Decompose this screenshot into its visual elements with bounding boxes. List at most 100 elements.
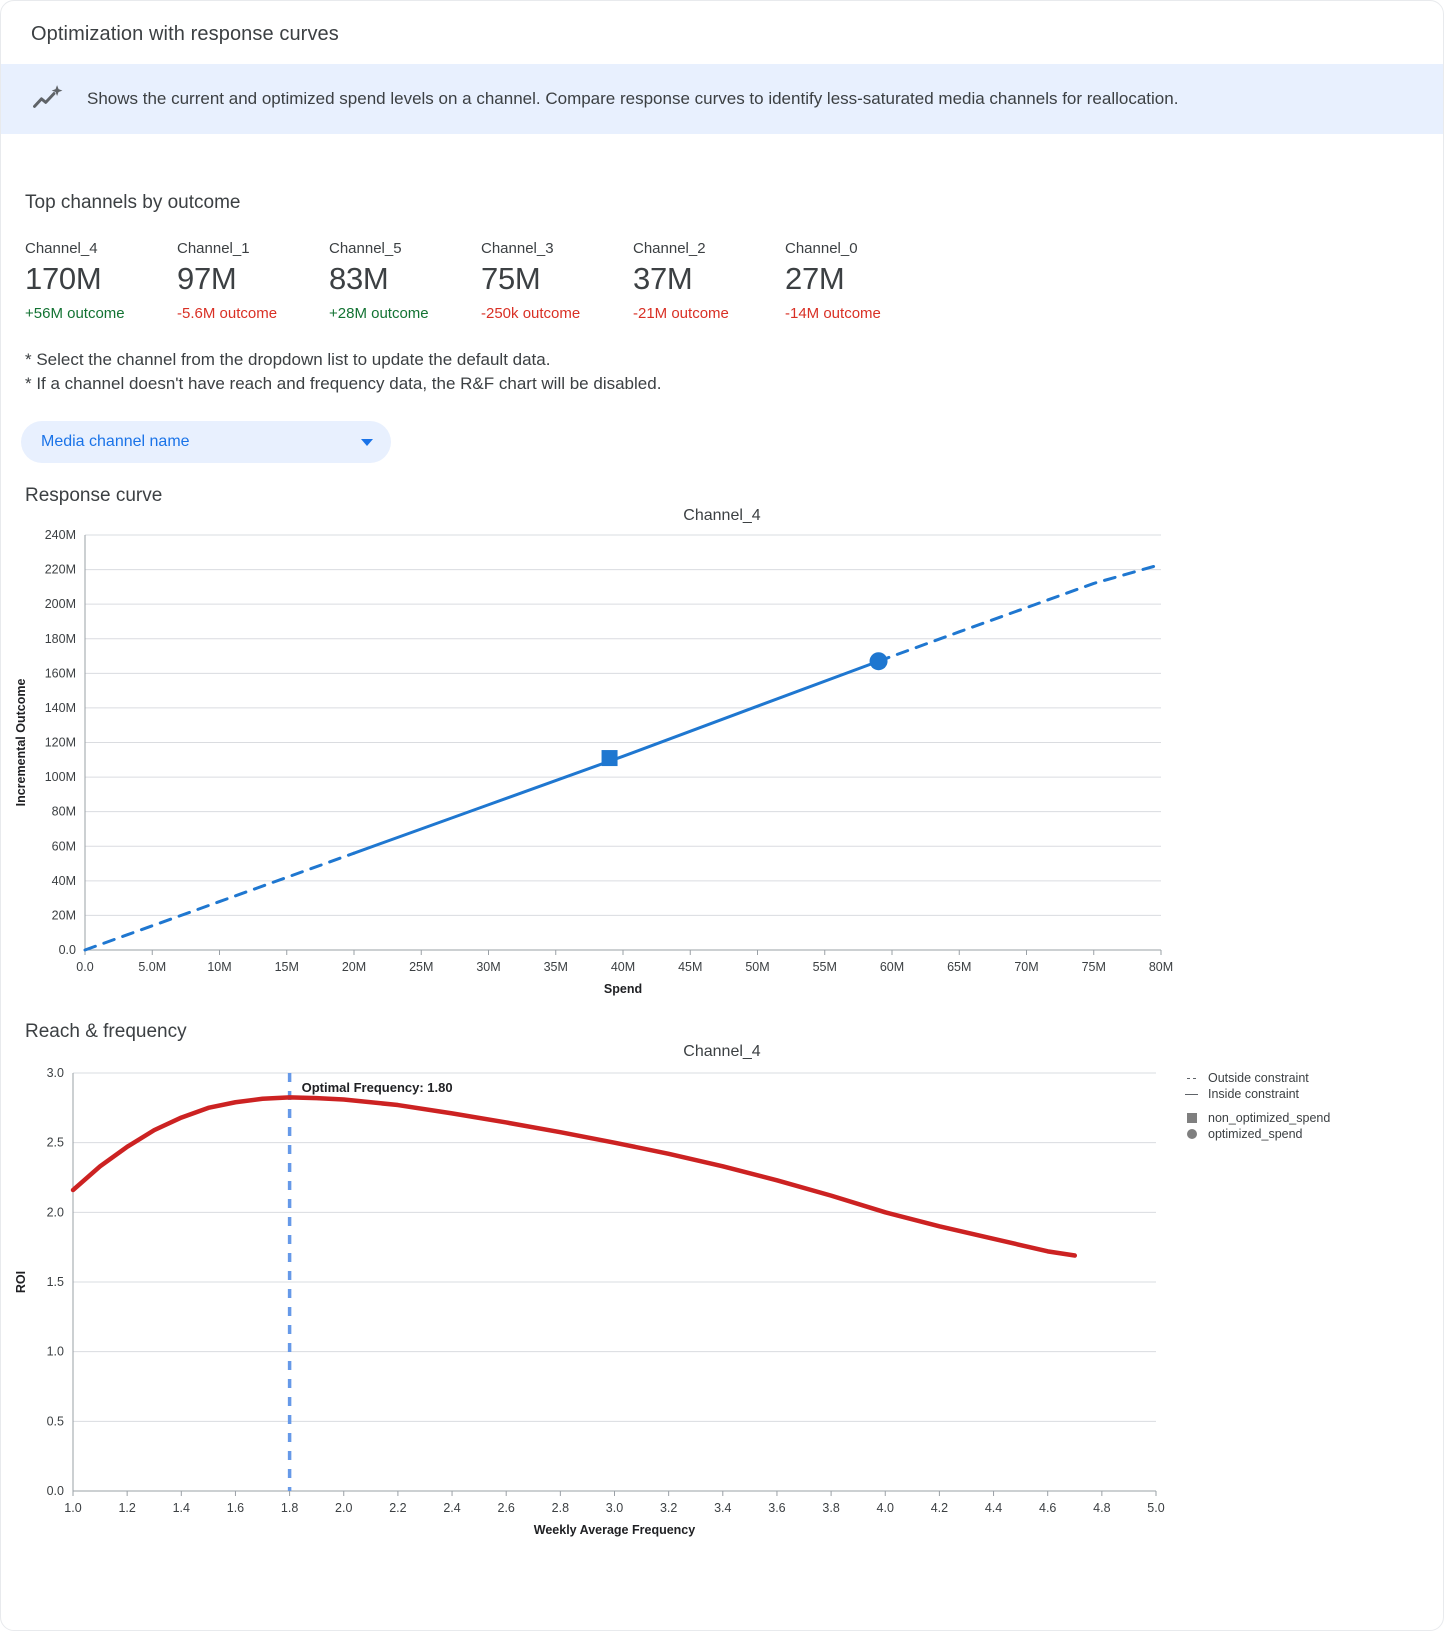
top-channels-stats: Channel_4 170M +56M outcome Channel_1 97… bbox=[1, 240, 1443, 322]
x-tick-label: 4.2 bbox=[931, 1501, 948, 1515]
x-tick-label: 30M bbox=[476, 960, 500, 974]
stat-channel-name: Channel_4 bbox=[25, 240, 98, 257]
y-tick-label: 0.0 bbox=[47, 1484, 64, 1498]
stat-card: Channel_3 75M -250k outcome bbox=[481, 240, 633, 322]
stat-channel-name: Channel_3 bbox=[481, 240, 554, 257]
stat-delta: +28M outcome bbox=[329, 304, 429, 322]
x-tick-label: 3.8 bbox=[822, 1501, 839, 1515]
legend-label: optimized_spend bbox=[1208, 1127, 1303, 1142]
stat-channel-name: Channel_2 bbox=[633, 240, 706, 257]
optimal-frequency-annotation: Optimal Frequency: 1.80 bbox=[302, 1080, 453, 1095]
x-tick-label: 75M bbox=[1082, 960, 1106, 974]
legend-item-non-optimized-spend: non_optimized_spend bbox=[1183, 1110, 1330, 1126]
x-tick-label: 40M bbox=[611, 960, 635, 974]
x-tick-label: 1.8 bbox=[281, 1501, 298, 1515]
trending-up-sparkle-icon bbox=[31, 82, 65, 116]
y-tick-label: 240M bbox=[45, 528, 76, 542]
x-tick-label: 35M bbox=[544, 960, 568, 974]
stat-outcome-value: 27M bbox=[785, 261, 845, 296]
note-line-2: * If a channel doesn't have reach and fr… bbox=[25, 374, 662, 394]
x-tick-label: 5.0M bbox=[138, 960, 166, 974]
x-tick-label: 1.2 bbox=[118, 1501, 135, 1515]
x-tick-label: 2.4 bbox=[443, 1501, 460, 1515]
legend-item-outside-constraint: Outside constraint bbox=[1183, 1070, 1330, 1086]
x-tick-label: 4.0 bbox=[877, 1501, 894, 1515]
y-tick-label: 80M bbox=[52, 805, 76, 819]
info-banner: Shows the current and optimized spend le… bbox=[1, 64, 1443, 134]
stat-card: Channel_2 37M -21M outcome bbox=[633, 240, 785, 322]
x-tick-label: 55M bbox=[813, 960, 837, 974]
square-marker-icon bbox=[1183, 1113, 1200, 1124]
y-tick-label: 180M bbox=[45, 632, 76, 646]
x-tick-label: 25M bbox=[409, 960, 433, 974]
stat-delta: -5.6M outcome bbox=[177, 304, 278, 322]
series-line bbox=[352, 659, 881, 855]
x-tick-label: 20M bbox=[342, 960, 366, 974]
reach-frequency-chart-title: Channel_4 bbox=[683, 1043, 761, 1061]
x-tick-label: 65M bbox=[947, 960, 971, 974]
x-tick-label: 45M bbox=[678, 960, 702, 974]
stat-channel-name: Channel_5 bbox=[329, 240, 402, 257]
stat-outcome-value: 37M bbox=[633, 261, 693, 296]
stat-card: Channel_4 170M +56M outcome bbox=[25, 240, 177, 322]
x-tick-label: 50M bbox=[745, 960, 769, 974]
y-tick-label: 20M bbox=[52, 908, 76, 922]
x-tick-label: 70M bbox=[1014, 960, 1038, 974]
stat-channel-name: Channel_0 bbox=[785, 240, 858, 257]
note-line-1: * Select the channel from the dropdown l… bbox=[25, 349, 551, 369]
x-tick-label: 3.4 bbox=[714, 1501, 731, 1515]
stat-outcome-value: 97M bbox=[177, 261, 237, 296]
info-banner-text: Shows the current and optimized spend le… bbox=[87, 88, 1179, 108]
notes: * Select the channel from the dropdown l… bbox=[1, 348, 1443, 397]
legend-item-optimized-spend: optimized_spend bbox=[1183, 1126, 1330, 1142]
x-tick-label: 4.8 bbox=[1093, 1501, 1110, 1515]
response-curve-svg: 0.0 20M 40M 60M 80M 100M 120M 140M 160M 180M 200M 2… bbox=[14, 528, 1173, 996]
stat-card: Channel_5 83M +28M outcome bbox=[329, 240, 481, 322]
legend-label: Outside constraint bbox=[1208, 1071, 1309, 1086]
y-tick-label: 3.0 bbox=[47, 1066, 64, 1080]
x-tick-label: 3.0 bbox=[606, 1501, 623, 1515]
y-tick-label: 2.5 bbox=[47, 1136, 64, 1150]
x-tick-label: 4.6 bbox=[1039, 1501, 1056, 1515]
x-tick-label: 1.4 bbox=[173, 1501, 190, 1515]
x-tick-label: 5.0 bbox=[1147, 1501, 1164, 1515]
reach-frequency-chart: Channel_4 0.0 0.5 1.0 1.5 2.0 2.5 3.0 1.0 1.2 1.4… bbox=[1, 1043, 1443, 1571]
media-channel-dropdown[interactable]: Media channel name bbox=[21, 421, 391, 464]
optimized-spend-marker bbox=[869, 652, 888, 671]
reach-frequency-svg: 0.0 0.5 1.0 1.5 2.0 2.5 3.0 1.0 1.2 1.4 1.6 1.8 2.0 2… bbox=[14, 1066, 1165, 1537]
y-tick-label: 200M bbox=[45, 597, 76, 611]
stat-card: Channel_0 27M -14M outcome bbox=[785, 240, 937, 322]
non-optimized-spend-marker bbox=[601, 750, 618, 767]
y-tick-label: 2.0 bbox=[47, 1205, 64, 1219]
stat-delta: +56M outcome bbox=[25, 304, 125, 322]
y-axis-title: Incremental Outcome bbox=[14, 679, 28, 807]
stat-channel-name: Channel_1 bbox=[177, 240, 250, 257]
y-tick-label: 220M bbox=[45, 563, 76, 577]
x-tick-label: 4.4 bbox=[985, 1501, 1002, 1515]
chevron-down-icon[interactable] bbox=[361, 438, 373, 446]
x-axis-title: Weekly Average Frequency bbox=[534, 1523, 695, 1537]
y-tick-label: 1.5 bbox=[47, 1275, 64, 1289]
response-curve-legend: Outside constraint Inside constraint non… bbox=[1183, 1070, 1330, 1142]
y-tick-label: 60M bbox=[52, 839, 76, 853]
stat-delta: -14M outcome bbox=[785, 304, 881, 322]
x-tick-label: 60M bbox=[880, 960, 904, 974]
stat-delta: -21M outcome bbox=[633, 304, 729, 322]
media-channel-dropdown-label: Media channel name bbox=[41, 433, 190, 451]
y-tick-label: 0.0 bbox=[59, 943, 76, 957]
x-tick-label: 2.6 bbox=[498, 1501, 515, 1515]
y-tick-label: 40M bbox=[52, 874, 76, 888]
reach-frequency-plot: 0.0 0.5 1.0 1.5 2.0 2.5 3.0 1.0 1.2 1.4 1.6 1.8 2.0 2… bbox=[1, 1061, 1443, 1571]
stat-outcome-value: 75M bbox=[481, 261, 541, 296]
y-tick-label: 140M bbox=[45, 701, 76, 715]
circle-marker-icon bbox=[1183, 1129, 1200, 1140]
stat-outcome-value: 170M bbox=[25, 261, 102, 296]
x-tick-label: 80M bbox=[1149, 960, 1173, 974]
x-tick-label: 10M bbox=[207, 960, 231, 974]
y-tick-label: 0.5 bbox=[47, 1414, 64, 1428]
x-tick-label: 1.0 bbox=[64, 1501, 81, 1515]
series-line bbox=[877, 562, 1163, 663]
response-curve-plot: 0.0 20M 40M 60M 80M 100M 120M 140M 160M 180M 200M 2… bbox=[1, 525, 1443, 1141]
stat-card: Channel_1 97M -5.6M outcome bbox=[177, 240, 329, 322]
